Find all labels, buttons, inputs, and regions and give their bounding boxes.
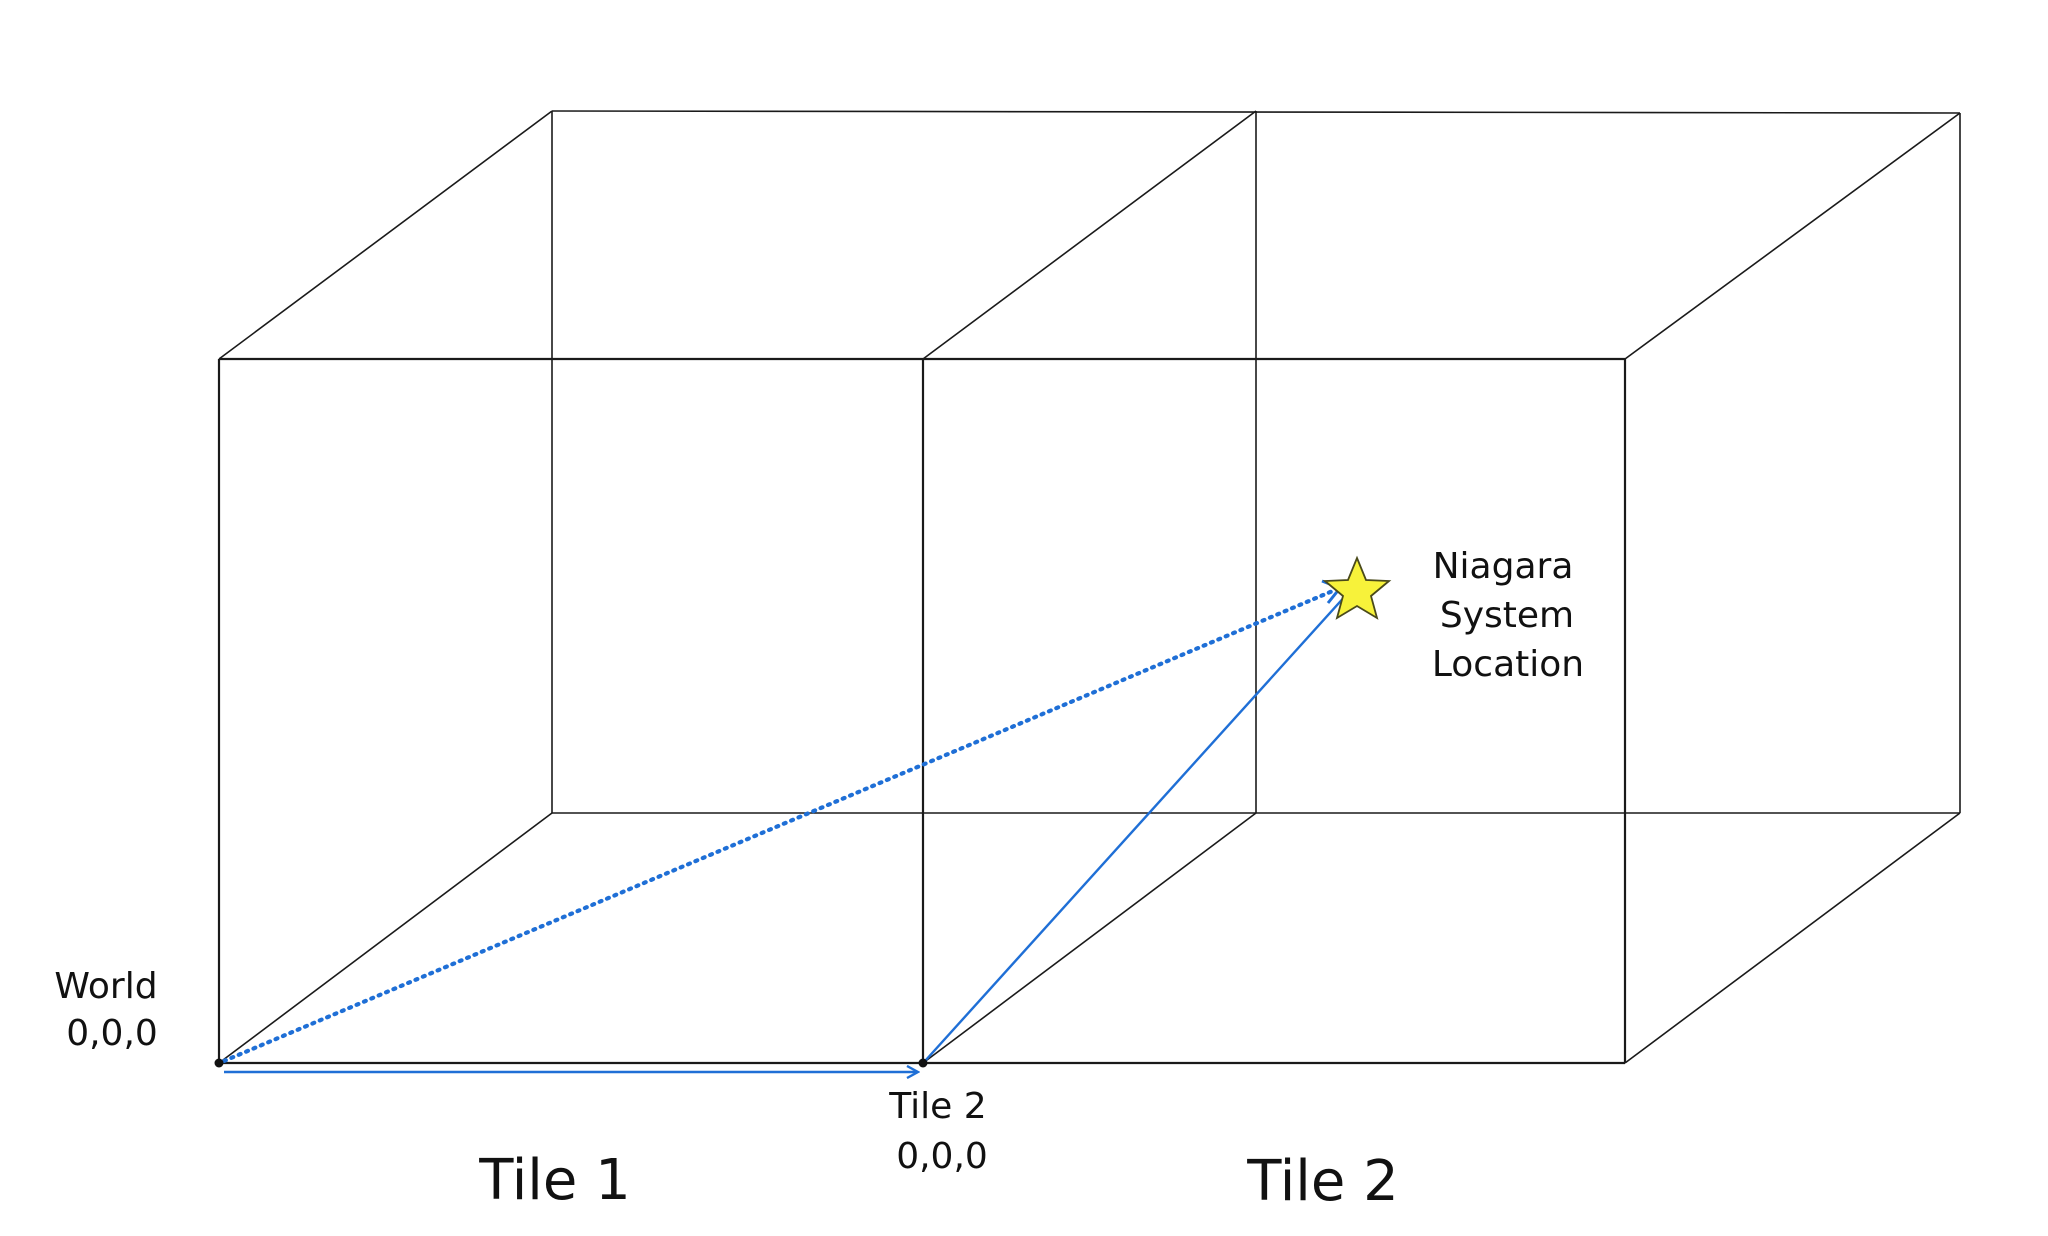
depth-edge-top-middle <box>922 110 1257 360</box>
niagara-label-line2: System <box>1440 595 1574 636</box>
world-coords-label: 0,0,0 <box>66 1013 158 1054</box>
depth-edge-top-right <box>1624 112 1961 360</box>
world-origin-dot <box>214 1058 224 1068</box>
world-label: World <box>54 966 157 1007</box>
depth-edge-bottom-middle <box>922 812 1257 1064</box>
front-face <box>217 357 1627 1065</box>
vectors <box>221 579 1357 1072</box>
tile2-origin-label: Tile 2 <box>888 1086 986 1127</box>
tile2-to-niagara-arrow <box>924 583 1357 1062</box>
star-icon <box>1322 555 1392 620</box>
niagara-label-line3: Location <box>1432 644 1584 685</box>
depth-edge-bottom-right <box>1624 812 1961 1064</box>
world-to-niagara-dotted-arrow <box>221 587 1338 1064</box>
tile2-origin-coords-label: 0,0,0 <box>896 1136 988 1177</box>
niagara-label-line1: Niagara <box>1433 546 1574 587</box>
back-face <box>551 110 1961 814</box>
depth-edge-top-left <box>218 110 553 360</box>
tile2-label: Tile 2 <box>1246 1149 1398 1214</box>
depth-edges <box>218 110 1961 1064</box>
tile2-origin-dot <box>918 1058 928 1068</box>
depth-edge-bottom-left <box>218 812 553 1064</box>
tile1-label: Tile 1 <box>478 1148 630 1213</box>
